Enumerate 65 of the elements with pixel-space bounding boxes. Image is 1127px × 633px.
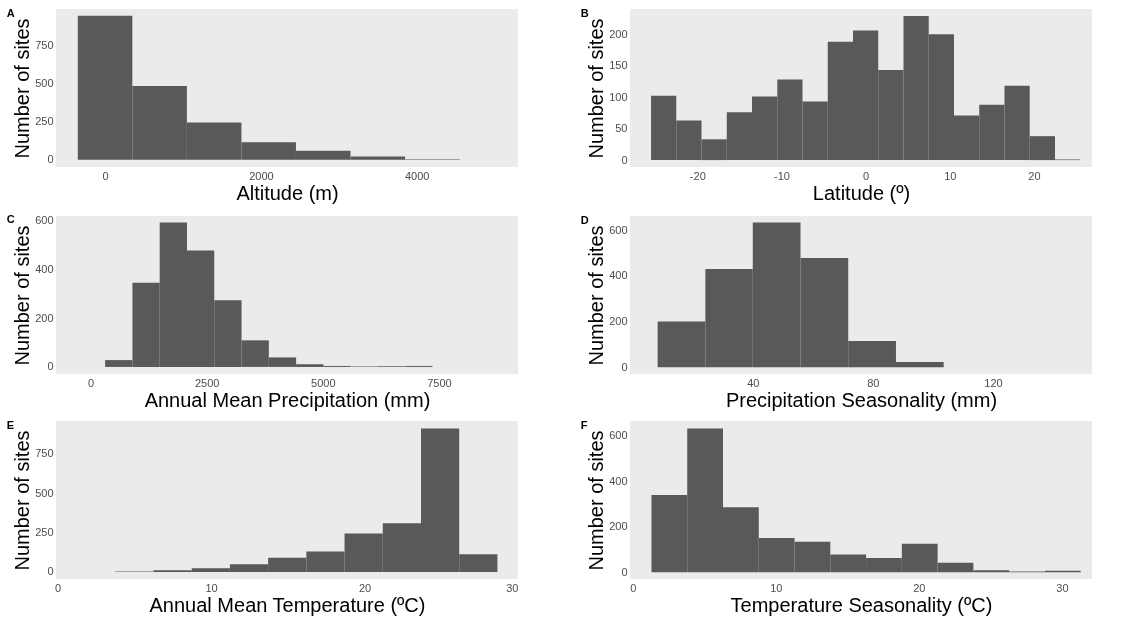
y-tick-label: 200	[609, 520, 628, 533]
x-axis-title: Precipitation Seasonality (mm)	[725, 388, 998, 411]
x-tick-label: 30	[1056, 581, 1069, 594]
x-tick-label: 30	[506, 581, 519, 594]
x-tick-label: 20	[358, 581, 372, 594]
y-tick-label: 600	[609, 223, 628, 236]
chart-title: E	[6, 419, 14, 431]
y-tick-label: 400	[35, 262, 54, 275]
y-tick-label: 200	[609, 315, 628, 328]
y-tick-label: 600	[35, 214, 54, 227]
x-tick-label: 120	[984, 376, 1003, 389]
y-tick-label: 200	[35, 311, 54, 324]
y-tick-label: 0	[47, 360, 54, 373]
y-axis-title: Number of sites	[11, 430, 34, 571]
x-tick-label: 80	[867, 376, 880, 389]
x-tick-label: 10	[205, 581, 218, 594]
chart-title: F	[580, 419, 588, 431]
y-tick-label: 0	[47, 565, 54, 578]
x-axis-title: Annual Mean Temperature (ºC)	[149, 593, 426, 616]
y-tick-label: 400	[609, 269, 628, 282]
x-tick-label: 0	[88, 376, 95, 389]
chart-title: D	[580, 214, 589, 226]
x-tick-label: 0	[102, 169, 109, 182]
chart-title: A	[6, 7, 15, 19]
x-tick-label: 2500	[194, 376, 220, 389]
x-tick-label: 40	[747, 376, 760, 389]
x-tick-label: 2000	[249, 169, 274, 182]
y-tick-label: 250	[35, 526, 54, 539]
x-tick-label: 10	[770, 581, 783, 594]
x-axis-title: Latitude (º)	[812, 181, 911, 204]
y-tick-label: 0	[47, 153, 54, 166]
x-tick-label: -20	[689, 169, 706, 182]
y-tick-label: 50	[615, 122, 628, 135]
y-tick-label: 500	[35, 77, 54, 90]
y-tick-label: 750	[35, 39, 54, 52]
x-axis-title: Altitude (m)	[236, 181, 339, 204]
x-tick-label: -10	[774, 169, 790, 182]
x-tick-label: 5000	[311, 376, 336, 389]
y-tick-label: 400	[609, 474, 628, 487]
chart-title: B	[580, 7, 589, 19]
x-tick-label: 0	[863, 169, 870, 182]
x-tick-label: 20	[913, 581, 926, 594]
x-tick-label: 0	[630, 581, 637, 594]
y-axis-title: Number of sites	[585, 430, 608, 571]
y-tick-label: 500	[35, 486, 54, 499]
x-tick-label: 20	[1028, 169, 1041, 182]
x-axis-title: Temperature Seasonality (ºC)	[730, 593, 993, 616]
y-tick-label: 150	[609, 59, 628, 72]
x-axis-title: Annual Mean Precipitation (mm)	[144, 388, 431, 411]
y-tick-label: 200	[609, 27, 628, 40]
chart-title: C	[6, 212, 15, 225]
y-axis-title: Number of sites	[11, 18, 34, 159]
y-axis-title: Number of sites	[11, 225, 34, 366]
y-tick-label: 750	[35, 447, 54, 460]
x-tick-label: 4000	[404, 169, 430, 182]
y-tick-label: 0	[621, 360, 628, 373]
y-tick-label: 0	[621, 153, 628, 166]
y-tick-label: 0	[621, 565, 628, 578]
x-tick-label: 7500	[427, 376, 452, 389]
y-tick-label: 250	[35, 115, 54, 128]
x-tick-label: 10	[944, 169, 957, 182]
y-tick-label: 100	[609, 90, 628, 103]
y-tick-label: 600	[609, 429, 628, 442]
y-axis-title: Number of sites	[585, 18, 608, 159]
y-axis-title: Number of sites	[585, 225, 608, 366]
